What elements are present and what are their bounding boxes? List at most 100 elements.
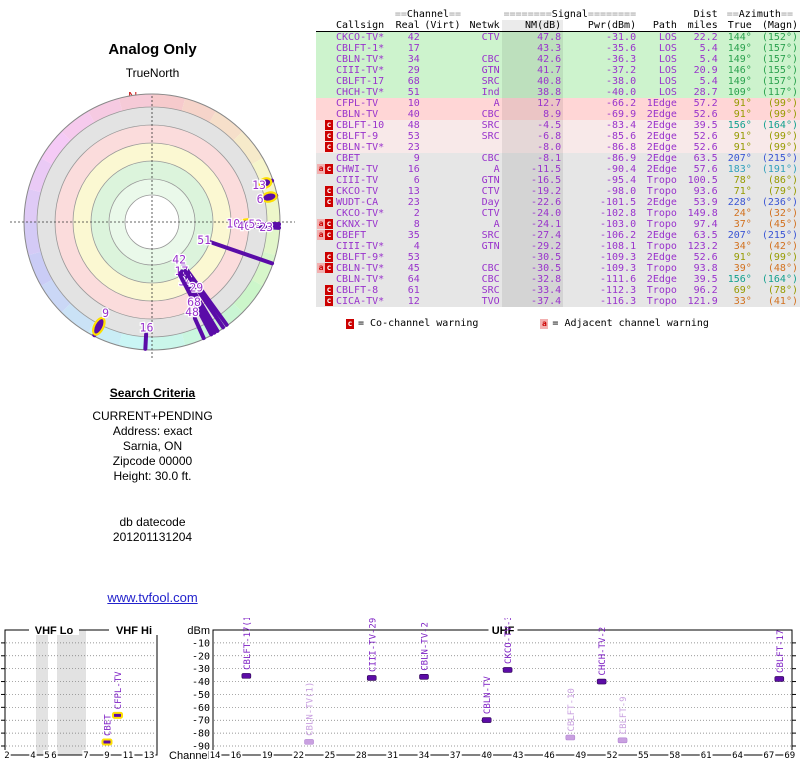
channel-tick-label: 13 (144, 751, 155, 761)
co-channel-warning-icon: c (325, 164, 333, 174)
dbm-tick-label: -20 (192, 651, 210, 662)
channel-tick-label: 46 (544, 751, 555, 761)
channel-tick-label: 52 (607, 751, 618, 761)
criteria-line: Height: 30.0 ft. (113, 469, 192, 483)
signal-group-header: ========Signal======== (503, 9, 637, 20)
station-marker-label: CBLFT-17(1) (243, 618, 253, 670)
col-pwr: Pwr(dBm) (563, 20, 639, 32)
station-marker (565, 734, 576, 741)
co-channel-warning-icon: c (325, 296, 333, 306)
adjacent-channel-legend-text: = Adjacent channel warning (552, 318, 709, 329)
table-row: a c CBEFT 35 SRC -27.4 -106.2 2Edge 63.5 207° (215… (316, 230, 800, 241)
station-marker-label: CBLFT-10 (567, 688, 577, 731)
analog-station-marker (261, 191, 278, 203)
spoke-channel-label: 10 (226, 216, 240, 230)
search-criteria-block: Search Criteria CURRENT+PENDING Address:… (30, 386, 275, 545)
table-row: a c CKNX-TV 8 A -24.1 -103.0 Tropo 97.4 37° (45°) (316, 219, 800, 230)
station-spoke (178, 273, 214, 337)
signal-table: ==Channel== ========Signal======== Dist … (316, 9, 800, 307)
y-axis-label: dBm (187, 625, 210, 637)
spoke-channel-label: 29 (189, 281, 203, 295)
dbm-tick-label: -80 (192, 729, 210, 740)
col-true: True (719, 20, 754, 32)
spoke-channel-label: 51 (197, 233, 211, 247)
adjacent-channel-warning-icon: a (540, 318, 549, 329)
spoke-channel-label: 40 (237, 219, 251, 233)
channel-tick-label: 16 (230, 751, 241, 761)
col-path: Path (638, 20, 679, 32)
station-marker (112, 711, 123, 719)
channel-tick-label: 4 (30, 751, 35, 761)
channel-tick-label: 28 (356, 751, 367, 761)
table-group-header-row: ==Channel== ========Signal======== Dist … (316, 9, 800, 20)
polar-radar-chart: 4217342968511040485323916613 (10, 93, 295, 359)
co-channel-warning-icon: c (325, 120, 333, 130)
channel-tick-label: 49 (575, 751, 586, 761)
station-marker (617, 737, 628, 744)
co-channel-warning-icon: c (325, 230, 333, 240)
channel-tick-label: 34 (419, 751, 430, 761)
station-marker (304, 739, 314, 745)
channel-tick-label: 43 (513, 751, 524, 761)
co-channel-warning-icon: c (325, 263, 333, 273)
tvfool-link[interactable]: www.tvfool.com (107, 590, 198, 605)
spoke-channel-label: 48 (185, 305, 199, 319)
channel-tick-label: 2 (4, 751, 9, 761)
spoke-channel-label: 9 (102, 306, 109, 320)
channel-tick-label: 55 (638, 751, 649, 761)
co-channel-warning-icon: c (325, 197, 333, 207)
channel-tick-label: 37 (450, 751, 461, 761)
channel-tick-label: 14 (210, 751, 221, 761)
channel-group-header: ==Channel== (394, 9, 462, 20)
spoke-channel-label: 13 (252, 178, 266, 192)
col-miles: miles (678, 20, 720, 32)
adjacent-channel-warning-icon: a (317, 164, 325, 174)
signal-strength-chart: -10 -20 -30 -40 -50 -60 -70 -80 -90 dBm Channel VHF… (1, 618, 797, 762)
station-spoke (183, 269, 226, 330)
dbm-tick-label: -30 (192, 664, 210, 675)
station-marker (502, 667, 513, 673)
channel-tick-label: 22 (293, 751, 304, 761)
station-marker-label: CBLFT-9 (619, 696, 629, 734)
station-marker-label: CFPL-TV (114, 671, 124, 710)
band-label: VHF Hi (116, 625, 152, 637)
channel-tick-label: 31 (387, 751, 398, 761)
col-nm: NM(dB) (501, 20, 564, 32)
vhf-gap-band (36, 630, 48, 755)
channel-tick-label: 25 (325, 751, 336, 761)
station-spoke (181, 263, 229, 327)
table-row: CBLFT-1* 17 43.3 -35.6 LOS 5.4 149° (157°) (316, 43, 800, 54)
adjacent-channel-warning-icon: a (317, 263, 325, 273)
criteria-line: Zipcode 00000 (112, 454, 193, 468)
table-row: CBLFT-17 68 SRC 40.8 -38.0 LOS 5.4 149° (157°) (316, 76, 800, 87)
table-row: CBLN-TV* 34 CBC 42.6 -36.3 LOS 5.4 149° (157°) (316, 54, 800, 65)
spoke-channel-label: 42 (172, 252, 186, 266)
channel-tick-label: 11 (123, 751, 134, 761)
adjacent-channel-warning-icon: a (317, 219, 325, 229)
channel-tick-label: 5 (44, 751, 49, 761)
table-row: c CKCO-TV 13 CTV -19.2 -98.0 Tropo 93.6 71° (79°) (316, 186, 800, 197)
co-channel-warning-icon: c (325, 186, 333, 196)
station-spoke (208, 240, 275, 266)
table-row: a c CHWI-TV 16 A -11.5 -90.4 2Edge 57.6 183° (191°… (316, 164, 800, 175)
station-spoke (192, 316, 206, 341)
vhf-gap-band (57, 630, 86, 755)
table-row: c CBLFT-10 48 SRC -4.5 -83.4 2Edge 39.5 156° (164… (316, 120, 800, 131)
dbm-tick-label: -90 (192, 742, 210, 753)
polar-plot-title: Analog Only (108, 41, 197, 58)
criteria-line: Address: exact (112, 424, 193, 438)
dbm-tick-label: -10 (192, 638, 210, 649)
channel-tick-label: 58 (669, 751, 680, 761)
col-virt: (Virt) (421, 20, 464, 32)
station-spoke (258, 224, 281, 230)
criteria-line: Sarnia, ON (122, 439, 183, 453)
station-marker-label: CBET (104, 714, 114, 736)
table-row: c WUDT-CA 23 Day -22.6 -101.5 2Edge 53.9 228° (23… (316, 197, 800, 208)
criteria-line: CURRENT+PENDING (92, 409, 213, 423)
dbm-tick-label: -60 (192, 703, 210, 714)
table-row: c CBLFT-8 61 SRC -33.4 -112.3 Tropo 96.2 69° (78°… (316, 285, 800, 296)
table-row: CKCO-TV* 42 CTV 47.8 -31.0 LOS 22.2 144° (152°) (316, 31, 800, 43)
channel-tick-label: 19 (262, 751, 273, 761)
spoke-channel-label: 6 (257, 192, 264, 206)
